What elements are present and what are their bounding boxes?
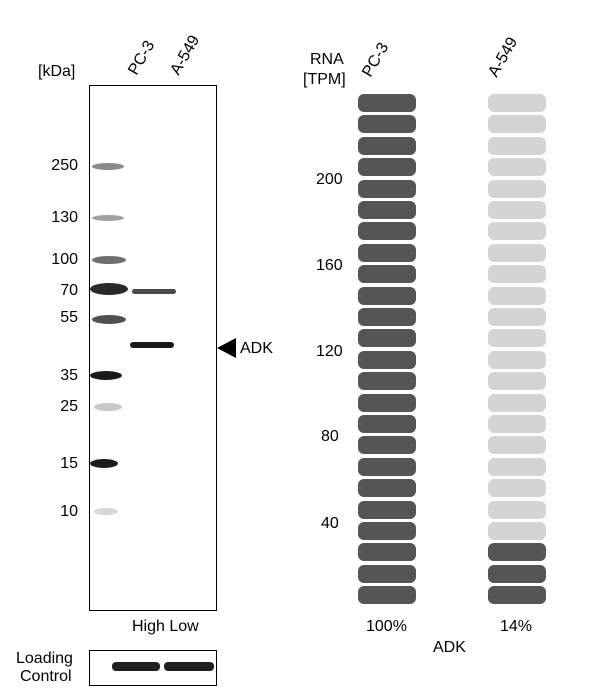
- pc3-adk-band: [130, 342, 174, 348]
- rna-segment: [488, 479, 546, 498]
- marker-130: 130: [51, 209, 78, 226]
- rna-segment: [358, 158, 416, 177]
- rna-segment: [358, 586, 416, 605]
- rna-bar-pc3: [358, 94, 416, 605]
- ladder-band-250: [92, 163, 124, 170]
- marker-70: 70: [60, 282, 78, 299]
- rna-segment: [488, 115, 546, 134]
- expression-level-labels: High Low: [132, 618, 199, 635]
- rna-segment: [358, 243, 416, 262]
- rna-segment: [488, 372, 546, 391]
- rna-tick-120: 120: [316, 343, 343, 360]
- marker-55: 55: [60, 309, 78, 326]
- rna-tick-200: 200: [316, 171, 343, 188]
- western-blot-image: [89, 85, 217, 611]
- rna-segment: [488, 222, 546, 241]
- rna-segment: [358, 136, 416, 155]
- rna-segment: [358, 564, 416, 583]
- rna-segment: [358, 479, 416, 498]
- rna-segment: [358, 222, 416, 241]
- rna-percent-a549: 14%: [500, 618, 533, 635]
- marker-15: 15: [60, 455, 78, 472]
- rna-segment: [488, 543, 546, 562]
- rna-column-label-pc3: PC-3: [359, 39, 393, 80]
- rna-segment: [358, 329, 416, 348]
- ladder-band-25: [94, 403, 122, 411]
- ladder-band-35: [90, 371, 122, 380]
- rna-segment: [358, 500, 416, 519]
- loading-band-a549: [164, 662, 214, 671]
- rna-tick-40: 40: [321, 515, 339, 532]
- rna-segment: [488, 457, 546, 476]
- rna-segment: [358, 179, 416, 198]
- rna-title-line2: [TPM]: [303, 71, 346, 88]
- lane-label-pc3: PC-3: [125, 37, 159, 78]
- ladder-band-130: [92, 215, 124, 221]
- rna-segment: [488, 179, 546, 198]
- rna-tick-80: 80: [321, 428, 339, 445]
- rna-segment: [358, 415, 416, 433]
- rna-segment: [488, 243, 546, 262]
- rna-segment: [488, 564, 546, 583]
- rna-segment: [358, 115, 416, 134]
- rna-segment: [358, 286, 416, 305]
- rna-segment: [488, 158, 546, 177]
- rna-bar-a549: [488, 94, 546, 605]
- rna-segment: [488, 136, 546, 155]
- kda-unit-label: [kDa]: [38, 63, 76, 80]
- rna-percent-pc3: 100%: [366, 618, 407, 635]
- rna-column-label-a549: A-549: [485, 34, 522, 80]
- ladder-band-100: [92, 256, 126, 264]
- rna-segment: [358, 350, 416, 369]
- rna-segment: [488, 436, 546, 455]
- rna-segment: [488, 586, 546, 605]
- rna-segment: [488, 329, 546, 348]
- rna-segment: [358, 94, 416, 112]
- ladder-band-55: [92, 315, 126, 324]
- rna-segment: [488, 286, 546, 305]
- rna-segment: [488, 94, 546, 112]
- ladder-band-15: [90, 459, 118, 468]
- rna-segment: [488, 265, 546, 284]
- lane-label-a549: A-549: [167, 32, 204, 78]
- loading-control-blot: [89, 650, 217, 686]
- marker-250: 250: [51, 157, 78, 174]
- rna-segment: [358, 201, 416, 219]
- rna-segment: [488, 201, 546, 219]
- marker-100: 100: [51, 251, 78, 268]
- marker-10: 10: [60, 503, 78, 520]
- loading-control-label-line1: Loading: [16, 650, 73, 667]
- rna-tick-160: 160: [316, 257, 343, 274]
- pc3-band-70kda: [132, 289, 176, 294]
- rna-title-line1: RNA: [310, 51, 344, 68]
- marker-25: 25: [60, 398, 78, 415]
- rna-segment: [488, 393, 546, 412]
- marker-35: 35: [60, 367, 78, 384]
- loading-band-pc3: [112, 662, 160, 671]
- rna-segment: [358, 543, 416, 562]
- rna-segment: [488, 415, 546, 433]
- rna-segment: [358, 308, 416, 326]
- ladder-band-10: [94, 508, 118, 515]
- rna-segment: [358, 265, 416, 284]
- target-label-adk: ADK: [240, 340, 273, 357]
- rna-segment: [488, 522, 546, 540]
- arrow-left-icon: [217, 338, 236, 358]
- rna-segment: [358, 372, 416, 391]
- rna-segment: [488, 308, 546, 326]
- rna-gene-label: ADK: [433, 639, 466, 656]
- rna-segment: [358, 436, 416, 455]
- rna-segment: [358, 393, 416, 412]
- rna-segment: [488, 500, 546, 519]
- rna-segment: [488, 350, 546, 369]
- loading-control-label-line2: Control: [20, 668, 72, 685]
- rna-segment: [358, 522, 416, 540]
- rna-segment: [358, 457, 416, 476]
- ladder-band-70: [90, 283, 128, 295]
